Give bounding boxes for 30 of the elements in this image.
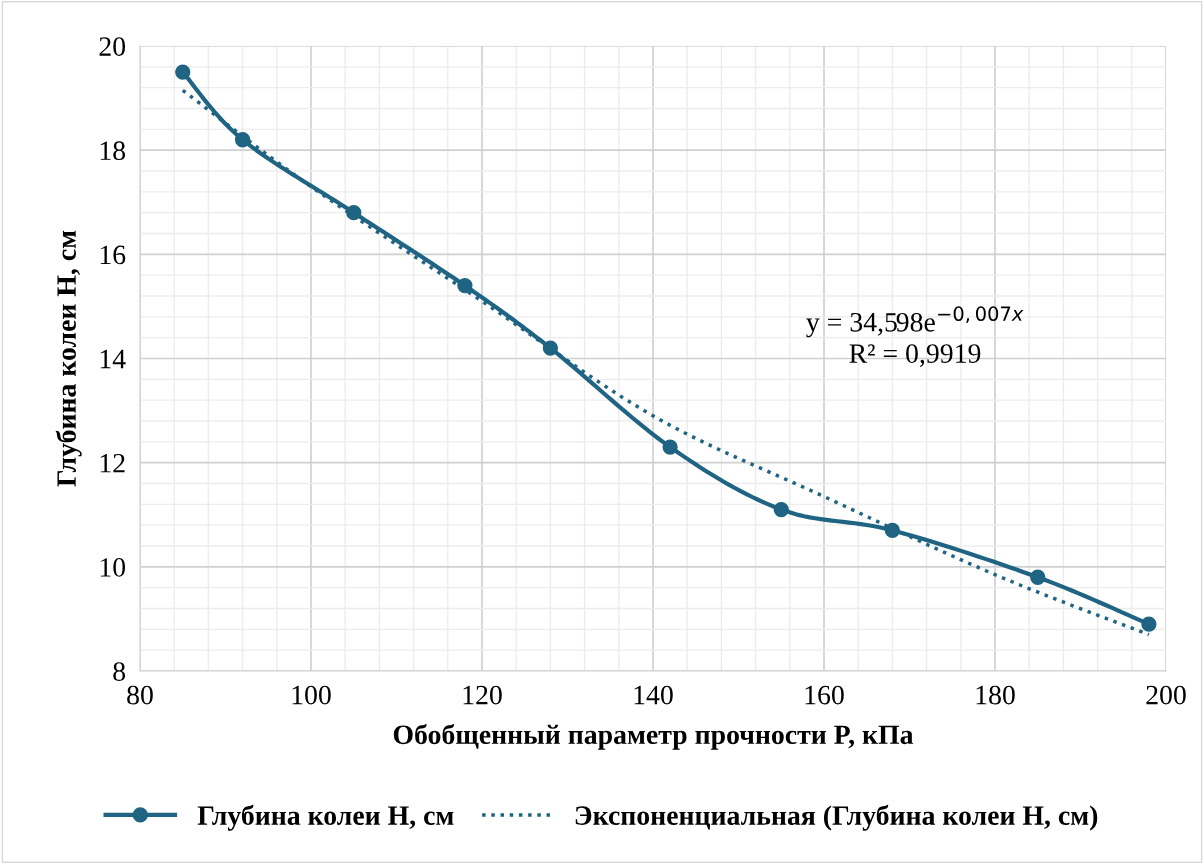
point [346,205,362,221]
legend-label: Глубина колеи H, см [197,804,454,831]
y-tick-label: 18 [100,141,126,161]
y-tick-label: 14 [100,349,126,369]
y-tick-label: 16 [100,245,126,265]
point [175,64,191,80]
point [662,439,678,455]
x-tick-label: 80 [127,685,153,705]
point [457,277,473,294]
x-tick-label: 200 [1146,685,1186,705]
annotation: y = 34,598e$^{−0,007x}$ [806,306,1024,338]
point [1141,616,1157,632]
y-tick-label: 8 [113,662,126,681]
y-tick-label: 12 [100,453,125,473]
y-axis-title: Глубина колеи H, см [55,230,82,487]
y-tick-label: 20 [99,37,126,56]
x-tick-label: 160 [805,685,844,705]
point [773,501,789,518]
x-tick-label: 140 [634,685,673,705]
x-tick-label: 100 [292,685,331,705]
x-tick-label: 180 [976,685,1015,705]
point [884,522,901,539]
point [234,132,251,148]
point [542,340,559,356]
x-tick-label: 120 [463,685,502,705]
point [1030,569,1046,585]
legend-label: Экспоненциальная (Глубина колеи H, см) [575,804,1098,831]
annotation: R² = 0,9919 [849,344,981,367]
y-tick-label: 10 [100,558,126,577]
x-axis-title: Обобщенный параметр прочности P, кПа [393,723,914,750]
